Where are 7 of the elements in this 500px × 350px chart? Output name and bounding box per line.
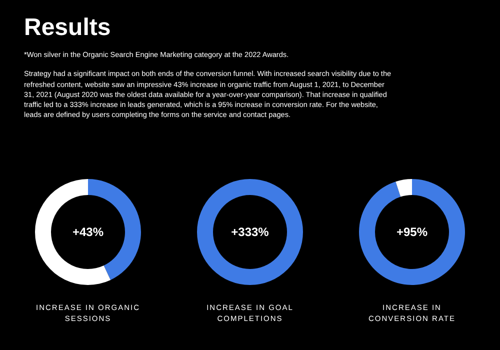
- donut-slice: [359, 179, 465, 285]
- donut-slice: [35, 179, 111, 285]
- text: Results: [24, 14, 112, 42]
- text: +43%: [72, 225, 104, 239]
- text: +333%: [231, 225, 270, 239]
- donut-slice: [396, 179, 412, 197]
- text: +95%: [396, 225, 428, 239]
